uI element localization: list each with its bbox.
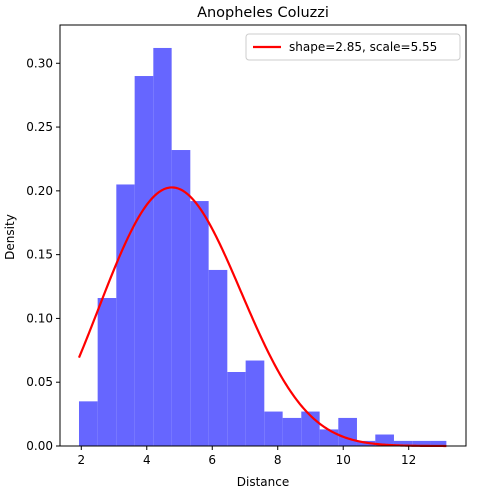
y-tick-label: 0.25 xyxy=(26,120,53,134)
x-tick-label: 2 xyxy=(77,453,85,467)
histogram-bar-10 xyxy=(245,360,265,446)
histogram-bar-8 xyxy=(208,269,228,446)
x-tick-label: 10 xyxy=(336,453,351,467)
histogram-bar-5 xyxy=(153,47,172,447)
y-tick-label: 0.15 xyxy=(26,248,53,262)
y-tick-label: 0.10 xyxy=(26,311,53,325)
x-tick-label: 12 xyxy=(401,453,416,467)
histogram-bar-1 xyxy=(78,401,98,446)
histogram-bar-11 xyxy=(264,411,283,446)
y-tick-label: 0.05 xyxy=(26,375,53,389)
histogram-bar-6 xyxy=(171,150,191,447)
histogram-bar-2 xyxy=(97,298,117,446)
histogram-bar-4 xyxy=(134,76,154,446)
histogram-bar-9 xyxy=(227,372,246,446)
histogram-bar-19 xyxy=(412,440,431,446)
x-tick-label: 8 xyxy=(274,453,282,467)
histogram-bar-20 xyxy=(430,440,447,446)
x-axis-label: Distance xyxy=(237,475,289,489)
histogram-bar-17 xyxy=(375,434,394,446)
legend: shape=2.85, scale=5.55 xyxy=(245,33,461,61)
y-tick-label: 0.20 xyxy=(26,184,53,198)
histogram-bar-15 xyxy=(338,417,357,446)
plot-area: 2 4 6 8 10 12 0.00 0.05 0.10 0.15 0.20 0.25 0.30 shap… xyxy=(26,24,467,467)
series-line-1 xyxy=(77,186,447,448)
y-tick-label: 0.30 xyxy=(26,56,53,70)
legend-label: shape=2.85, scale=5.55 xyxy=(289,40,437,54)
y-axis-label: Density xyxy=(3,214,17,260)
histogram-bar-18 xyxy=(393,440,413,446)
histogram-bar-14 xyxy=(319,429,339,446)
legend-box xyxy=(245,33,461,61)
x-tick-label: 4 xyxy=(143,453,151,467)
axes-frame xyxy=(59,24,467,447)
histogram-bar-12 xyxy=(282,417,302,446)
histogram-bar-7 xyxy=(190,201,209,446)
y-tick-label: 0.00 xyxy=(26,439,53,453)
chart-title: Anopheles Coluzzi xyxy=(197,5,329,21)
histogram-bar-3 xyxy=(116,184,135,446)
x-tick-label: 6 xyxy=(208,453,216,467)
